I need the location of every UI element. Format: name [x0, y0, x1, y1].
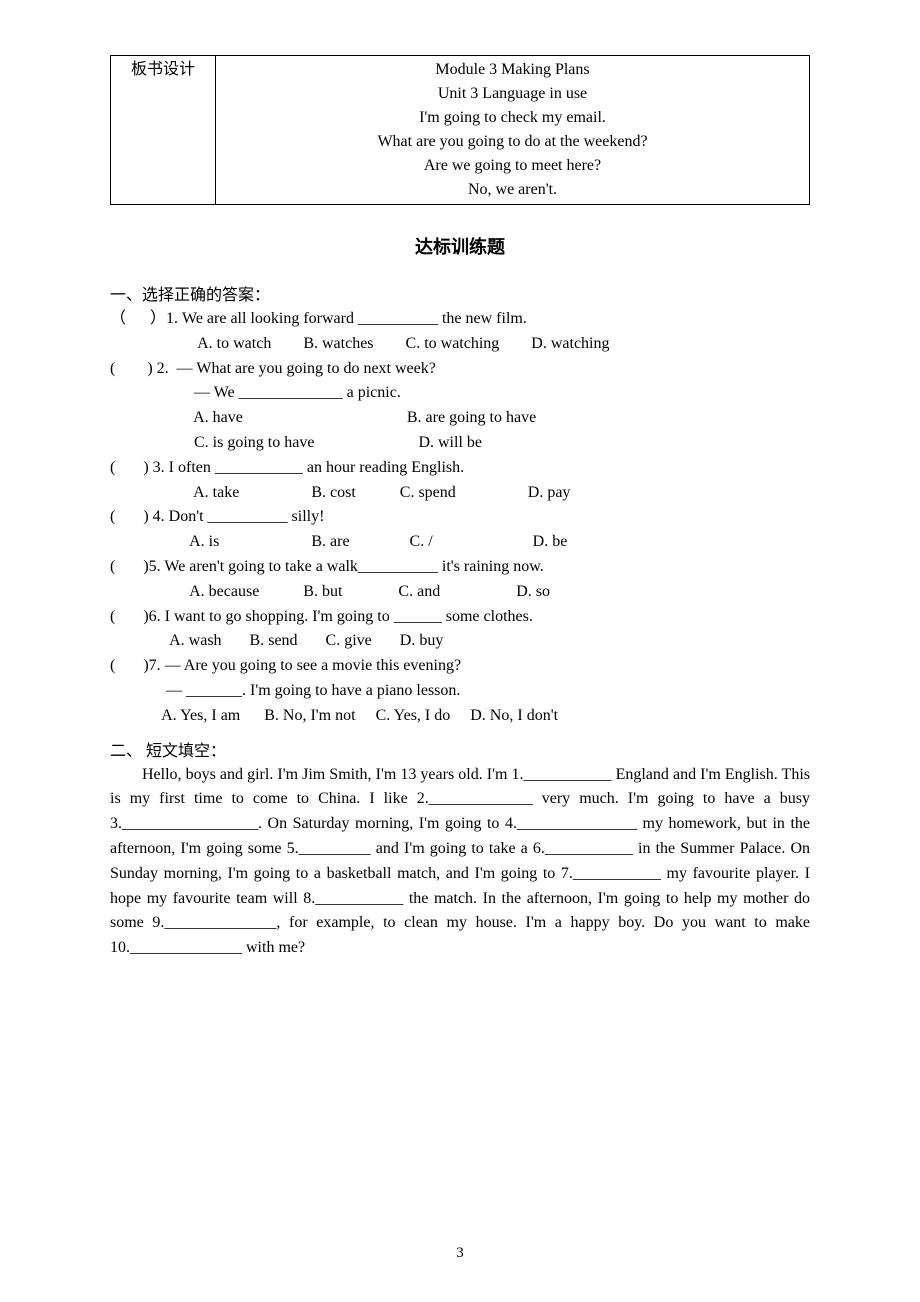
q5-stem: ( )5. We aren't going to take a walk____…: [110, 555, 810, 580]
q3-stem: ( ) 3. I often ___________ an hour readi…: [110, 456, 810, 481]
q4-stem: ( ) 4. Don't __________ silly!: [110, 505, 810, 530]
board-content-cell: Module 3 Making Plans Unit 3 Language in…: [216, 56, 810, 205]
board-line: Module 3 Making Plans: [222, 58, 803, 82]
q7-opts: A. Yes, I am B. No, I'm not C. Yes, I do…: [110, 704, 810, 729]
q2-optsB: C. is going to have D. will be: [110, 431, 810, 456]
section2-heading: 二、 短文填空：: [110, 737, 810, 761]
q7-stem: ( )7. — Are you going to see a movie thi…: [110, 654, 810, 679]
q6-opts: A. wash B. send C. give D. buy: [110, 629, 810, 654]
board-design-table: 板书设计 Module 3 Making Plans Unit 3 Langua…: [110, 55, 810, 205]
page-container: 板书设计 Module 3 Making Plans Unit 3 Langua…: [0, 0, 920, 1302]
exercise-title: 达标训练题: [110, 233, 810, 259]
board-line: I'm going to check my email.: [222, 106, 803, 130]
board-line: Unit 3 Language in use: [222, 82, 803, 106]
page-number: 3: [0, 1245, 920, 1262]
section1-heading: 一、选择正确的答案：: [110, 281, 810, 305]
q2-stem: ( ) 2. — What are you going to do next w…: [110, 357, 810, 382]
cloze-passage: Hello, boys and girl. I'm Jim Smith, I'm…: [110, 763, 810, 961]
board-label-cell: 板书设计: [111, 56, 216, 205]
q6-stem: ( )6. I want to go shopping. I'm going t…: [110, 605, 810, 630]
q5-opts: A. because B. but C. and D. so: [110, 580, 810, 605]
board-line: What are you going to do at the weekend?: [222, 130, 803, 154]
q3-opts: A. take B. cost C. spend D. pay: [110, 481, 810, 506]
q2-cont: — We _____________ a picnic.: [110, 381, 810, 406]
board-label: 板书设计: [131, 61, 195, 78]
q1-opts: A. to watch B. watches C. to watching D.…: [110, 332, 810, 357]
board-line: No, we aren't.: [222, 178, 803, 202]
q4-opts: A. is B. are C. / D. be: [110, 530, 810, 555]
board-line: Are we going to meet here?: [222, 154, 803, 178]
q7-cont: — _______. I'm going to have a piano les…: [110, 679, 810, 704]
q1-stem: （ ）1. We are all looking forward _______…: [110, 307, 810, 332]
q2-optsA: A. have B. are going to have: [110, 406, 810, 431]
cloze-text: Hello, boys and girl. I'm Jim Smith, I'm…: [110, 766, 810, 957]
